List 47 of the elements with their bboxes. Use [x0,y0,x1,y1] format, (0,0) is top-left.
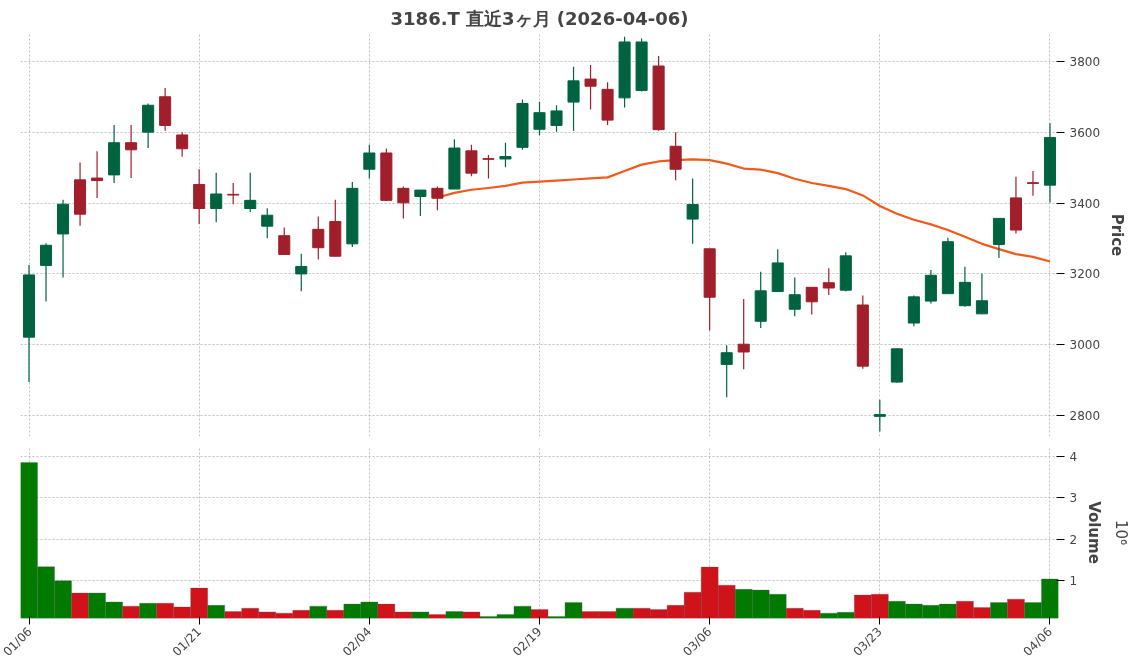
candlestick [278,226,291,256]
y-tick-label: 3000 [1069,338,1101,353]
candlestick [465,144,478,177]
text: 10⁶ [1111,519,1130,546]
y-tick-label: 2 [1069,532,1078,547]
chart-title: 3186.T 直近3ヶ月 (2026-04-06) [390,7,689,29]
candlestick [499,142,512,168]
candlestick [550,104,563,133]
candlestick [567,66,580,132]
candlestick [261,207,274,239]
candlestick [788,276,801,317]
candlestick [686,177,699,245]
candlestick [533,101,546,136]
y-tick-label: 3200 [1069,267,1101,282]
candlestick [822,267,835,296]
y-axis-title: Price [1108,213,1127,257]
candlestick [975,272,988,315]
candlestick [414,189,427,217]
candlestick [805,286,818,316]
y-tick-label: 4 [1069,450,1078,465]
y-tick-label: 3800 [1069,55,1101,70]
candlestick [176,131,189,158]
candlestick [958,266,971,308]
candlestick [91,150,104,199]
y-tick-label: 3400 [1069,196,1101,211]
candlestick [39,242,53,303]
candlestick [431,185,444,211]
candlestick [210,172,223,223]
y-tick-label: 3600 [1069,125,1101,140]
candlestick [295,253,308,292]
candlestick [1026,170,1040,197]
candlestick [125,124,138,179]
candlestick [482,154,495,180]
candlestick [397,185,410,219]
candlestick [227,182,240,205]
candlestick [312,216,325,260]
y-axis-title: Volume [1085,501,1104,564]
y-tick-label: 3 [1069,491,1078,506]
candlestick [720,344,733,398]
y-tick-label: 2800 [1069,408,1101,423]
candlestick [244,172,257,213]
candlestick [363,144,376,180]
y-tick-label: 1 [1069,573,1078,588]
candlestick [873,399,886,433]
candlestick [669,131,682,181]
candlestick [584,64,597,111]
candlestick [737,298,750,370]
